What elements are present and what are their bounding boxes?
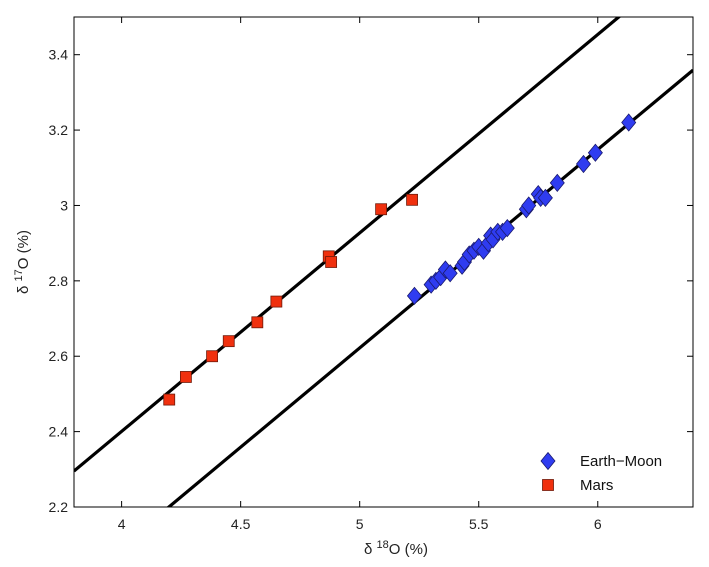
x-tick-label: 6 xyxy=(594,516,602,532)
y-tick-label: 2.8 xyxy=(49,273,69,289)
mars-point xyxy=(163,393,176,406)
mars-point xyxy=(375,203,388,216)
mars-point xyxy=(179,371,192,383)
earth-moon-point xyxy=(537,188,553,208)
earth-moon-point xyxy=(549,173,565,192)
earth-moon-point xyxy=(499,218,515,238)
x-tick-label: 5 xyxy=(356,516,364,532)
y-tick-label: 3.2 xyxy=(49,122,69,138)
earth-moon-point xyxy=(587,143,603,162)
mars-legend-marker xyxy=(542,479,554,491)
earth-moon-point xyxy=(521,196,537,215)
y-tick-label: 2.6 xyxy=(49,348,69,364)
earth-moon-point xyxy=(442,264,458,283)
mars-point xyxy=(206,350,218,363)
mars-point xyxy=(270,295,283,308)
legend: Earth−Moon Mars xyxy=(522,441,688,501)
x-tick-label: 4 xyxy=(118,516,126,532)
y-tick-label: 2.4 xyxy=(49,424,69,440)
earth-moon-point xyxy=(621,113,637,132)
y-axis-label: δ 17O (%) xyxy=(13,230,32,294)
x-tick-label: 4.5 xyxy=(231,516,251,532)
mars-point xyxy=(251,316,264,329)
trend-line-2 xyxy=(166,68,693,507)
legend-box xyxy=(522,441,688,501)
earth-moon-point xyxy=(575,154,592,174)
x-tick-label: 5.5 xyxy=(469,516,489,532)
y-tick-label: 3.4 xyxy=(49,47,69,63)
data-points xyxy=(163,113,637,406)
axis-ticks: 4 4.5 5 5.5 6 2.2 2.4 2.6 2.8 3 3.2 3.4 xyxy=(49,17,693,532)
x-axis-label: δ 18O (%) xyxy=(364,539,428,558)
earth-moon-legend-marker xyxy=(540,451,556,471)
mars-point xyxy=(406,193,418,206)
mars-point xyxy=(325,256,338,268)
mars-point xyxy=(222,335,235,348)
earth-moon-point xyxy=(406,286,422,306)
plot-frame xyxy=(73,16,694,508)
legend-label: Mars xyxy=(580,477,613,494)
legend-label: Earth−Moon xyxy=(580,453,662,470)
y-tick-label: 3 xyxy=(60,197,68,213)
y-tick-label: 2.2 xyxy=(49,499,69,515)
